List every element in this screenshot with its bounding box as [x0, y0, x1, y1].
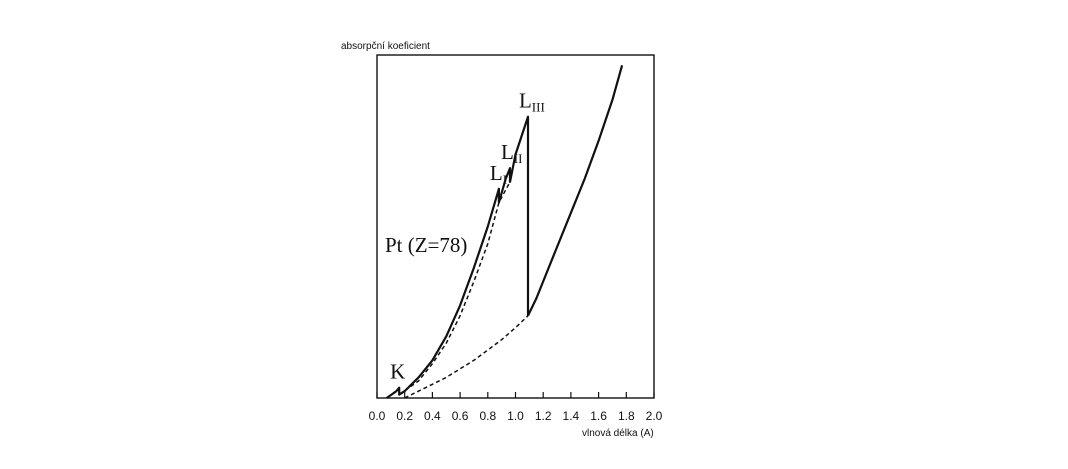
x-tick-label-7: 1.4 [563, 409, 580, 423]
x-tick-label-9: 1.8 [618, 409, 635, 423]
edge-label-3: LIII [519, 89, 545, 115]
x-tick-label-8: 1.6 [590, 409, 607, 423]
x-axis-label: vlnová délka (A) [582, 428, 654, 439]
x-tick-label-6: 1.2 [535, 409, 552, 423]
element-annotation: Pt (Z=78) [385, 233, 467, 257]
plot-frame [377, 55, 654, 398]
y-axis-label: absorpční koeficient [341, 41, 430, 52]
x-tick-label-4: 0.8 [479, 409, 496, 423]
x-tick-label-3: 0.6 [452, 409, 469, 423]
dashed-curve-2 [399, 182, 510, 395]
edge-label-1: LI [490, 161, 507, 187]
edge-label-sub-1: I [503, 172, 507, 187]
edge-label-sub-2: II [514, 151, 523, 166]
x-tick-label-2: 0.4 [424, 409, 441, 423]
x-tick-label-1: 0.2 [396, 409, 413, 423]
x-ticks-group: 0.0 0.2 0.4 0.6 0.8 1.0 1.2 1.4 1.6 1.8 2.0 [369, 392, 663, 423]
curves-group [387, 65, 622, 398]
x-tick-label-0: 0.0 [369, 409, 386, 423]
x-tick-label-10: 2.0 [646, 409, 663, 423]
x-tick-label-5: 1.0 [507, 409, 524, 423]
dashed-curve-3 [405, 316, 528, 398]
edge-label-0: K [390, 360, 405, 384]
edge-label-sub-3: III [532, 100, 545, 115]
